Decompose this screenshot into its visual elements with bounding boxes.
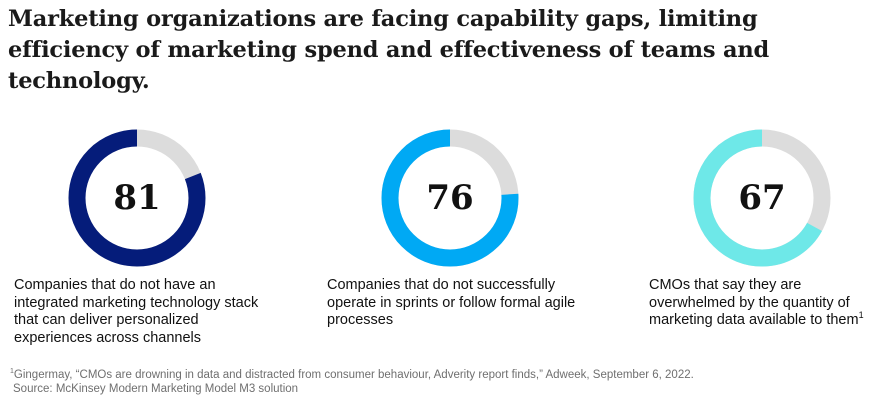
donut-arc-1 [68,129,206,267]
donut-value-1: 81 [113,178,160,218]
caption-marker-3: 1 [858,310,864,321]
footnote: 1Gingermay, “CMOs are drowning in data a… [10,368,694,396]
donut-svg-1: 81 [68,129,206,267]
footnote-marker: 1 [10,368,14,376]
footnote-source: Source: McKinsey Modern Marketing Model … [13,383,299,395]
donut-chart-2: 76 [380,128,520,268]
donut-arc-2 [381,129,519,267]
donut-caption-3: CMOs that say they are overwhelmed by th… [649,277,881,330]
donut-svg-2: 76 [381,129,519,267]
donut-caption-1: Companies that do not have an integrated… [14,277,279,347]
donut-value-3: 67 [738,178,785,218]
caption-text-2: Companies that do not successfully opera… [327,277,576,328]
caption-text-1: Companies that do not have an integrated… [14,277,259,346]
donut-svg-3: 67 [693,129,831,267]
donut-value-2: 76 [426,178,473,218]
footnote-text: Gingermay, “CMOs are drowning in data an… [13,369,694,381]
donut-caption-2: Companies that do not successfully opera… [327,277,592,330]
donut-chart-3: 67 [692,128,832,268]
donut-chart-1: 81 [67,128,207,268]
donut-arc-3 [693,129,831,267]
footnote-reference: 1Gingermay, “CMOs are drowning in data a… [10,368,694,382]
caption-text-3: CMOs that say they are overwhelmed by th… [649,277,859,328]
chart-title: Marketing organizations are facing capab… [8,6,770,94]
